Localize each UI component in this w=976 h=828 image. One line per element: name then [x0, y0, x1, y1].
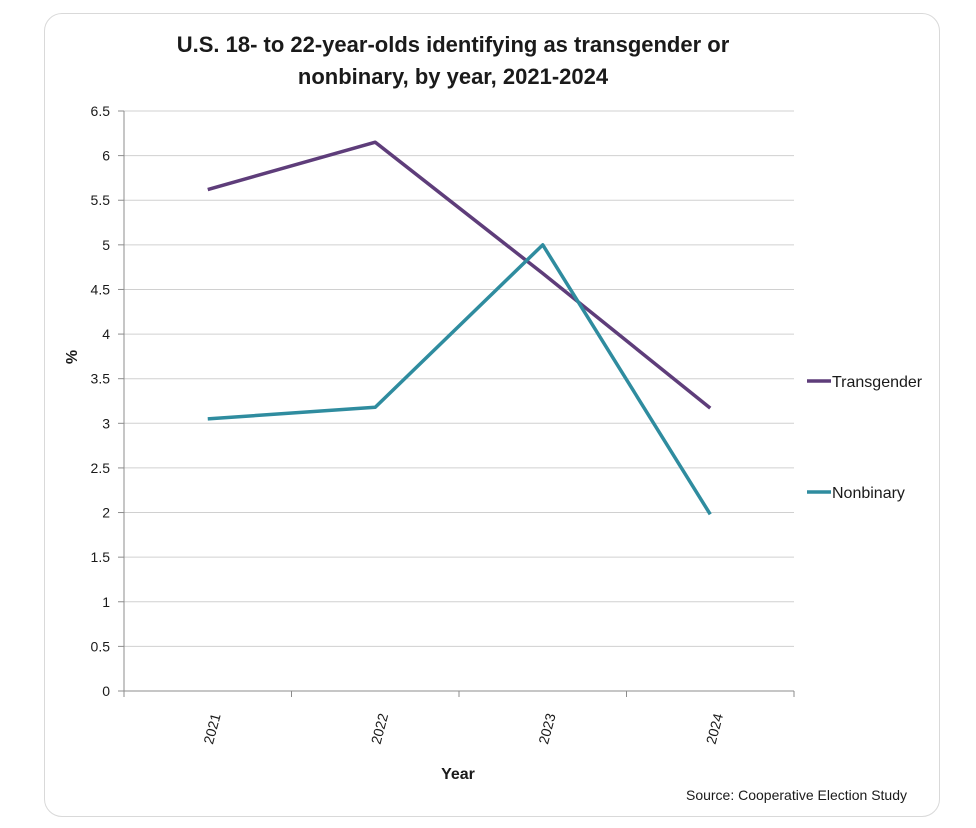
legend-label-transgender: Transgender — [832, 374, 923, 391]
y-tick-label: 3 — [102, 415, 110, 431]
y-tick-label: 5 — [102, 237, 110, 253]
axes — [118, 110, 795, 697]
source-note: Source: Cooperative Election Study — [686, 787, 907, 803]
y-tick-label: 5.5 — [91, 192, 111, 208]
legend-label-nonbinary: Nonbinary — [832, 485, 905, 502]
y-tick-label: 4 — [102, 326, 110, 342]
y-tick-label: 4.5 — [91, 281, 111, 297]
series-line-transgender — [207, 140, 712, 410]
y-tick-label: 1 — [102, 594, 110, 610]
x-tick-label: 2024 — [703, 711, 727, 745]
x-tick-label: 2021 — [200, 711, 224, 745]
y-tick-label: 6 — [102, 148, 110, 164]
x-tick-label: 2023 — [535, 711, 559, 745]
x-axis-title: Year — [441, 766, 475, 783]
y-tick-label: 0 — [102, 683, 110, 699]
y-tick-label: 2.5 — [91, 460, 111, 476]
y-tick-label: 6.5 — [91, 103, 111, 119]
series-line-nonbinary — [207, 243, 712, 516]
grid-lines — [124, 110, 794, 647]
tick-labels: 0 0.5 1 1.5 2 2.5 3 3.5 4 4.5 5 5.5 6 6.5 2021 2022 2023… — [91, 103, 727, 746]
y-tick-label: 2 — [102, 505, 110, 521]
chart-frame — [44, 13, 940, 817]
y-axis-title: % — [64, 350, 81, 364]
y-tick-label: 0.5 — [91, 638, 111, 654]
legend: Transgender Nonbinary — [807, 374, 923, 502]
y-tick-label: 1.5 — [91, 549, 111, 565]
chart-title-line-2: nonbinary, by year, 2021-2024 — [298, 64, 609, 89]
x-tick-label: 2022 — [368, 711, 392, 745]
chart-title-line-1: U.S. 18- to 22-year-olds identifying as … — [177, 32, 730, 57]
series-lines — [207, 140, 712, 516]
y-tick-label: 3.5 — [91, 371, 111, 387]
